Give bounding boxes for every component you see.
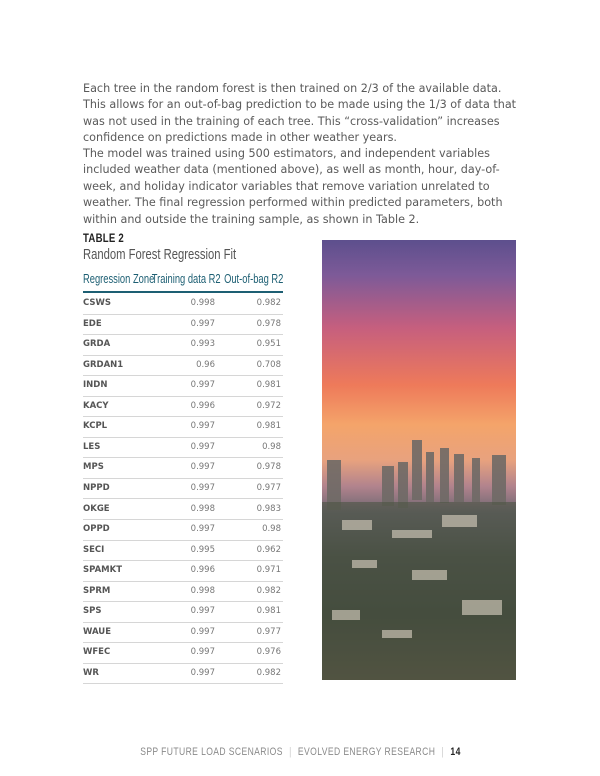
training-r2-cell: 0.996 xyxy=(190,400,215,411)
table-row: WR 0.997 0.982 xyxy=(83,663,283,685)
header-zone: Regression Zone xyxy=(83,271,155,286)
training-r2-cell: 0.996 xyxy=(190,565,215,576)
training-r2-cell: 0.998 xyxy=(190,503,215,514)
oob-r2-cell: 0.972 xyxy=(256,400,281,411)
training-r2-cell: 0.997 xyxy=(190,524,215,535)
table-row: GRDA 0.993 0.951 xyxy=(83,334,283,356)
oob-r2-cell: 0.977 xyxy=(256,482,281,493)
zone-cell: WFEC xyxy=(83,647,111,658)
zone-cell: OKGE xyxy=(83,503,110,514)
table-row: CSWS 0.998 0.982 xyxy=(83,293,283,315)
oob-r2-cell: 0.978 xyxy=(256,462,281,473)
oob-r2-cell: 0.971 xyxy=(256,565,281,576)
zone-cell: WAUE xyxy=(83,626,112,637)
zone-cell: KACY xyxy=(83,400,109,411)
footer-report-title: SPP FUTURE LOAD SCENARIOS xyxy=(139,746,283,758)
city-sunset-photo xyxy=(322,240,516,680)
zone-cell: SECI xyxy=(83,544,105,555)
table-row: SPS 0.997 0.981 xyxy=(83,601,283,623)
oob-r2-cell: 0.951 xyxy=(256,339,281,350)
zone-cell: MPS xyxy=(83,462,104,473)
training-r2-cell: 0.997 xyxy=(190,421,215,432)
table-row: SPAMKT 0.996 0.971 xyxy=(83,560,283,582)
page-footer: SPP FUTURE LOAD SCENARIOS | EVOLVED ENERGY… xyxy=(139,746,461,758)
oob-r2-cell: 0.98 xyxy=(262,524,281,535)
training-r2-cell: 0.995 xyxy=(190,544,215,555)
oob-r2-cell: 0.982 xyxy=(256,298,281,308)
oob-r2-cell: 0.976 xyxy=(256,647,281,658)
training-r2-cell: 0.997 xyxy=(190,462,215,473)
table-row: OKGE 0.998 0.983 xyxy=(83,499,283,520)
table-row: WFEC 0.997 0.976 xyxy=(83,642,283,664)
table-row: SECI 0.995 0.962 xyxy=(83,540,283,562)
city-skyline-image xyxy=(322,440,516,680)
footer-org: EVOLVED ENERGY RESEARCH xyxy=(297,746,435,758)
oob-r2-cell: 0.978 xyxy=(256,318,281,329)
zone-cell: GRDAN1 xyxy=(83,359,124,370)
zone-cell: INDN xyxy=(83,380,108,391)
table-row: GRDAN1 0.96 0.708 xyxy=(83,355,283,377)
zone-cell: LES xyxy=(83,441,101,452)
training-r2-cell: 0.96 xyxy=(196,359,215,370)
training-r2-cell: 0.997 xyxy=(190,318,215,329)
oob-r2-cell: 0.962 xyxy=(256,544,281,555)
training-r2-cell: 0.997 xyxy=(190,626,215,637)
training-r2-cell: 0.998 xyxy=(190,585,215,596)
oob-r2-cell: 0.981 xyxy=(256,380,281,391)
table-title: Random Forest Regression Fit xyxy=(83,246,237,263)
table-row: LES 0.997 0.98 xyxy=(83,437,283,459)
training-r2-cell: 0.997 xyxy=(190,667,215,678)
training-r2-cell: 0.993 xyxy=(190,339,215,350)
header-training: Training data R2 xyxy=(152,271,221,286)
oob-r2-cell: 0.983 xyxy=(256,503,281,514)
training-r2-cell: 0.997 xyxy=(190,380,215,391)
paragraph-oob: Each tree in the random forest is then t… xyxy=(83,82,517,145)
table-row: INDN 0.997 0.981 xyxy=(83,375,283,397)
table-row: OPPD 0.997 0.98 xyxy=(83,519,283,541)
training-r2-cell: 0.997 xyxy=(190,606,215,617)
table-row: SPRM 0.998 0.982 xyxy=(83,581,283,603)
zone-cell: NPPD xyxy=(83,482,110,493)
training-r2-cell: 0.997 xyxy=(190,441,215,452)
page-number: 14 xyxy=(449,746,461,758)
zone-cell: EDE xyxy=(83,318,102,329)
zone-cell: CSWS xyxy=(83,298,112,308)
table-label: TABLE 2 xyxy=(83,231,124,245)
zone-cell: SPRM xyxy=(83,585,111,596)
zone-cell: KCPL xyxy=(83,421,108,432)
oob-r2-cell: 0.977 xyxy=(256,626,281,637)
zone-cell: OPPD xyxy=(83,524,110,535)
oob-r2-cell: 0.982 xyxy=(256,585,281,596)
header-oob: Out-of-bag R2 xyxy=(223,271,283,286)
paragraph-model: The model was trained using 500 estimato… xyxy=(83,147,503,226)
oob-r2-cell: 0.982 xyxy=(256,667,281,678)
zone-cell: SPAMKT xyxy=(83,565,122,576)
table-row: WAUE 0.997 0.977 xyxy=(83,622,283,644)
zone-cell: WR xyxy=(83,667,99,678)
training-r2-cell: 0.998 xyxy=(190,298,215,308)
oob-r2-cell: 0.981 xyxy=(256,606,281,617)
oob-r2-cell: 0.98 xyxy=(262,441,281,452)
oob-r2-cell: 0.981 xyxy=(256,421,281,432)
training-r2-cell: 0.997 xyxy=(190,482,215,493)
table-row: MPS 0.997 0.978 xyxy=(83,457,283,479)
zone-cell: SPS xyxy=(83,606,102,617)
oob-r2-cell: 0.708 xyxy=(256,359,281,370)
table-row: NPPD 0.997 0.977 xyxy=(83,478,283,500)
table-row: KCPL 0.997 0.981 xyxy=(83,416,283,438)
training-r2-cell: 0.997 xyxy=(190,647,215,658)
zone-cell: GRDA xyxy=(83,339,111,350)
table-row: EDE 0.997 0.978 xyxy=(83,314,283,336)
table-header: Regression Zone Training data R2 Out-of-… xyxy=(83,271,283,293)
table-row: KACY 0.996 0.972 xyxy=(83,396,283,418)
